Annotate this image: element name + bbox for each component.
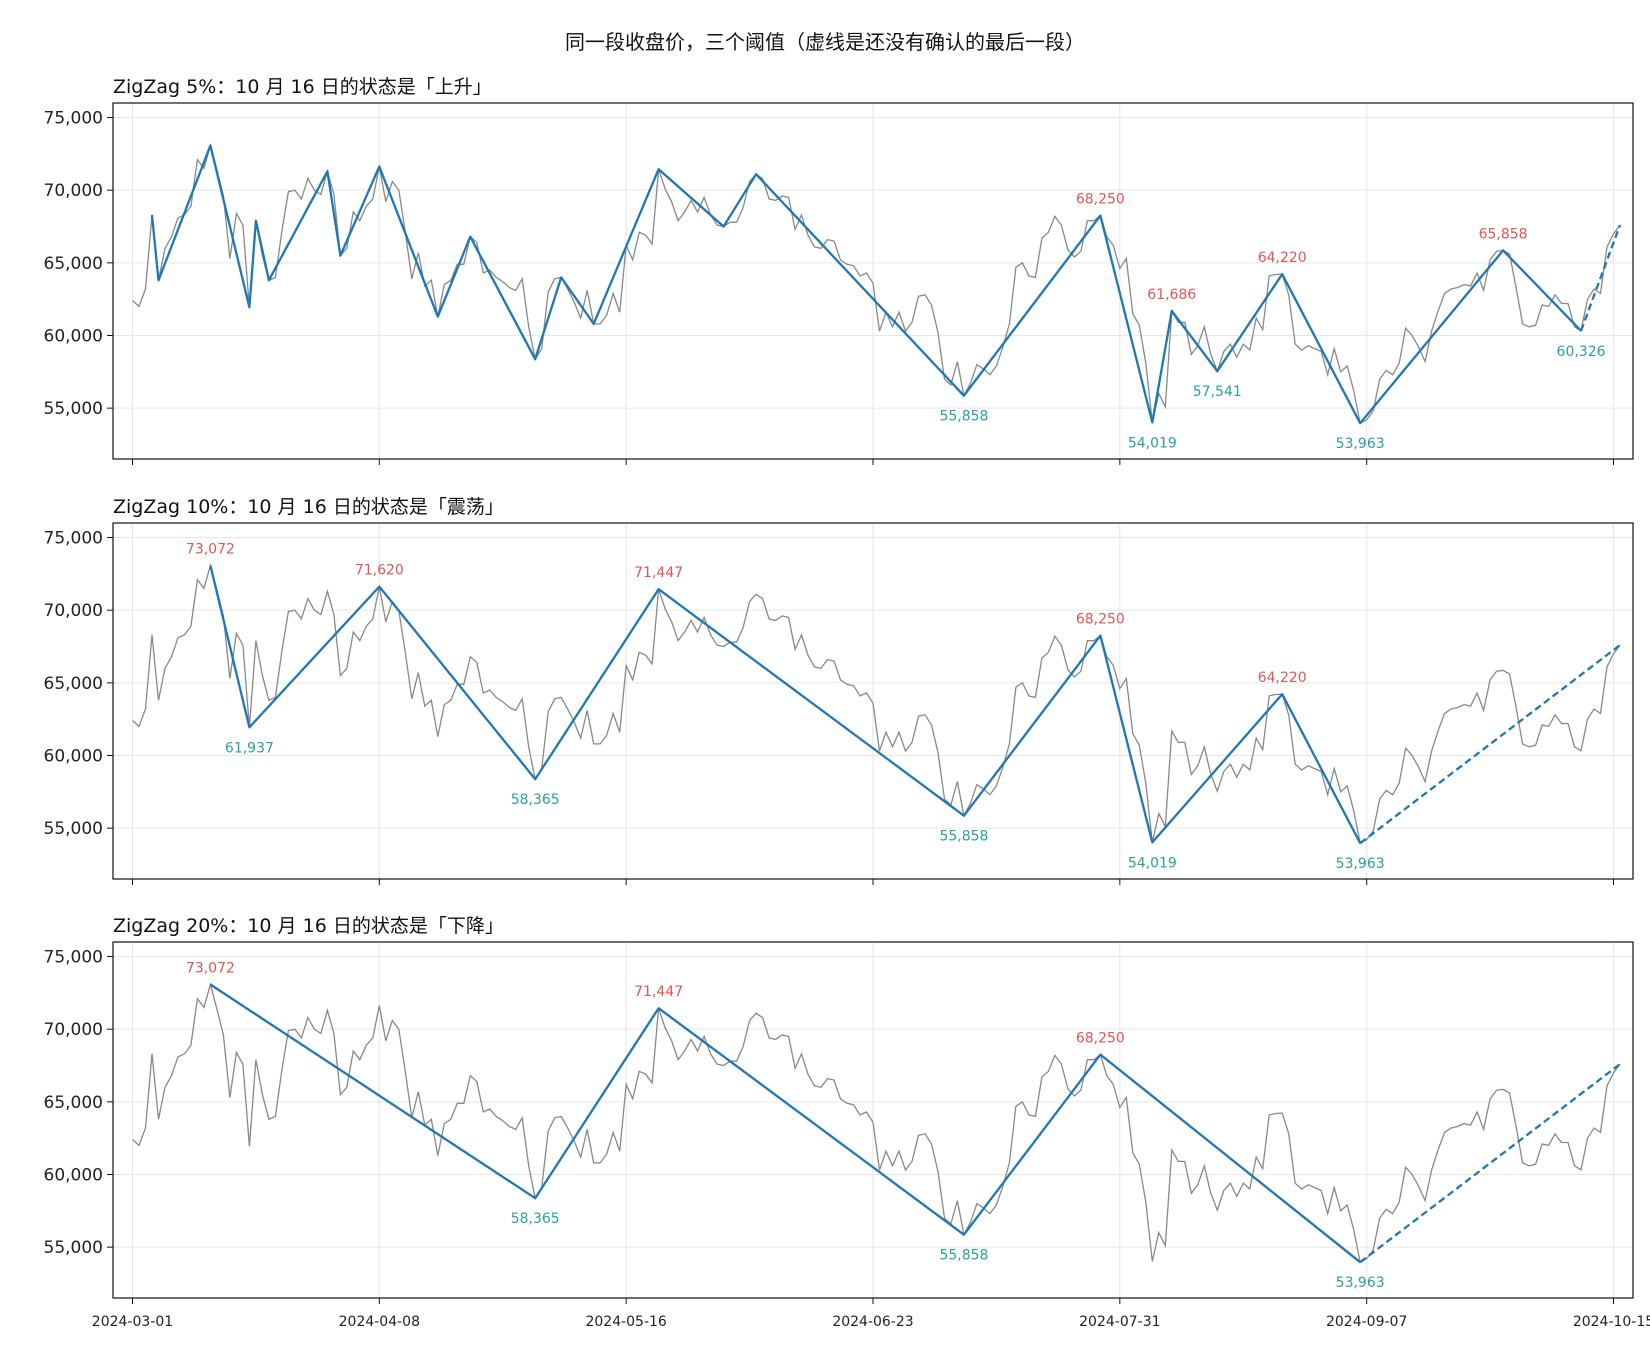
y-tick-label: 55,000 [44, 399, 103, 419]
pivot-label-low: 53,963 [1336, 436, 1385, 452]
plot-area [132, 982, 1621, 1264]
pivot-label-high: 71,447 [634, 984, 683, 1000]
pivot-label-low: 55,858 [939, 409, 988, 425]
zigzag-pending-line [1359, 1063, 1621, 1264]
price-line [132, 143, 1621, 425]
pivot-label-low: 60,326 [1557, 344, 1606, 360]
pivot-label-low: 55,858 [939, 1248, 988, 1264]
y-tick-label: 65,000 [44, 1093, 103, 1113]
panel-2: ZigZag 10%：10 月 16 日的状态是「震荡」 73,072 61,937… [44, 496, 1634, 885]
x-tick-label: 2024-06-23 [832, 1314, 913, 1330]
x-tick-label: 2024-04-08 [339, 1314, 420, 1330]
price-line [132, 563, 1621, 845]
pivot-label-low: 57,541 [1193, 384, 1242, 400]
x-tick-label: 2024-07-31 [1079, 1314, 1160, 1330]
pivot-label-high: 73,072 [186, 961, 235, 977]
pivot-label-low: 61,937 [225, 740, 274, 756]
y-tick-label: 70,000 [44, 181, 103, 201]
x-tick-label: 2024-03-01 [92, 1314, 173, 1330]
pivot-label-low: 58,365 [511, 792, 560, 808]
pivot-label-high: 61,686 [1147, 287, 1196, 303]
zigzag-line [209, 983, 1361, 1264]
panel-1: ZigZag 5%：10 月 16 日的状态是「上升」 55,858 68,250 5… [44, 76, 1634, 465]
pivot-label-high: 71,447 [634, 565, 683, 581]
panel-title: ZigZag 10%：10 月 16 日的状态是「震荡」 [113, 496, 504, 518]
y-tick-label: 75,000 [44, 948, 103, 968]
y-tick-label: 60,000 [44, 1165, 103, 1185]
x-tick-label: 2024-05-16 [585, 1314, 666, 1330]
pivot-label-low: 53,963 [1336, 856, 1385, 872]
y-tick-label: 75,000 [44, 529, 103, 549]
panel-3: ZigZag 20%：10 月 16 日的状态是「下降」 73,072 58,365… [44, 915, 1650, 1330]
panel-title: ZigZag 5%：10 月 16 日的状态是「上升」 [113, 76, 492, 98]
pivot-label-high: 73,072 [186, 542, 235, 558]
price-line [132, 982, 1621, 1264]
pivot-label-low: 54,019 [1128, 435, 1177, 451]
pivot-label-low: 54,019 [1128, 855, 1177, 871]
y-tick-label: 60,000 [44, 746, 103, 766]
y-tick-label: 75,000 [44, 109, 103, 129]
pivot-label-high: 65,858 [1479, 226, 1528, 242]
x-tick-label: 2024-10-15 [1573, 1314, 1650, 1330]
pivot-label-high: 68,250 [1076, 612, 1125, 628]
y-tick-label: 70,000 [44, 1020, 103, 1040]
pivot-label-high: 64,220 [1258, 670, 1307, 686]
y-tick-label: 70,000 [44, 601, 103, 621]
figure-title: 同一段收盘价，三个阈值（虚线是还没有确认的最后一段） [565, 30, 1085, 54]
pivot-label-high: 68,250 [1076, 1031, 1125, 1047]
pivot-label-low: 55,858 [939, 829, 988, 845]
zigzag-pending-line [1359, 644, 1621, 845]
plot-area [132, 563, 1621, 845]
y-tick-label: 65,000 [44, 254, 103, 274]
zigzag-line [209, 565, 1362, 844]
pivot-label-high: 68,250 [1076, 192, 1125, 208]
x-tick-label: 2024-09-07 [1326, 1314, 1407, 1330]
pivot-label-low: 58,365 [511, 1211, 560, 1227]
pivot-label-high: 71,620 [355, 563, 404, 579]
pivot-label-high: 64,220 [1258, 250, 1307, 266]
plot-area [132, 143, 1622, 425]
y-tick-label: 60,000 [44, 326, 103, 346]
zigzag-line [150, 144, 1582, 425]
pivot-label-low: 53,963 [1336, 1275, 1385, 1291]
y-tick-label: 55,000 [44, 819, 103, 839]
y-tick-label: 55,000 [44, 1238, 103, 1258]
panel-title: ZigZag 20%：10 月 16 日的状态是「下降」 [113, 915, 504, 937]
y-tick-label: 65,000 [44, 674, 103, 694]
zigzag-pending-line [1579, 224, 1622, 332]
